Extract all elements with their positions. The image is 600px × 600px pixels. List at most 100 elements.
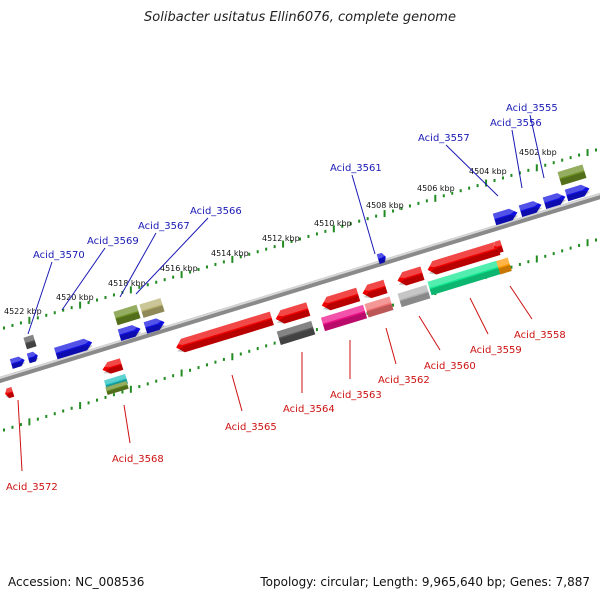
- gene-arrow[interactable]: [492, 207, 519, 226]
- gene-arrow[interactable]: [9, 355, 26, 369]
- tick-mark: [3, 326, 5, 330]
- tick-mark: [332, 225, 335, 233]
- tick-mark: [121, 390, 124, 394]
- gene-box[interactable]: [320, 304, 368, 332]
- genes: [4, 164, 591, 399]
- gene-arrow[interactable]: [360, 279, 388, 300]
- kbp-label: 4522 kbp: [4, 307, 42, 316]
- tick-mark: [400, 206, 403, 210]
- tick-mark: [231, 255, 234, 263]
- gene-box[interactable]: [557, 164, 587, 186]
- leader-line: [511, 129, 523, 189]
- tick-mark: [11, 425, 14, 429]
- tick-mark: [569, 246, 572, 250]
- tick-mark: [552, 161, 555, 165]
- tick-mark: [172, 374, 175, 378]
- gene-box[interactable]: [139, 298, 165, 318]
- tick-mark: [248, 252, 251, 256]
- gene-arrow[interactable]: [174, 311, 274, 355]
- tick-mark: [62, 409, 65, 413]
- tick-mark: [248, 349, 251, 353]
- gene-box[interactable]: [105, 380, 129, 396]
- gene-arrow[interactable]: [143, 316, 167, 334]
- tick-mark: [214, 360, 217, 364]
- tick-mark: [442, 194, 445, 198]
- tick-mark: [535, 164, 538, 172]
- gene-box[interactable]: [23, 334, 37, 350]
- gene-arrow[interactable]: [117, 323, 143, 341]
- gene-label-reverse[interactable]: Acid_3563: [330, 390, 382, 401]
- gene-arrow[interactable]: [101, 358, 124, 375]
- tick-mark: [392, 303, 395, 307]
- tick-mark: [87, 301, 90, 305]
- gene-label-reverse[interactable]: Acid_3562: [378, 375, 430, 386]
- gene-label-forward[interactable]: Acid_3569: [87, 236, 139, 247]
- gene-arrow[interactable]: [376, 252, 388, 264]
- tick-mark: [96, 298, 99, 302]
- tick-mark: [510, 265, 513, 269]
- gene-arrow[interactable]: [492, 240, 504, 254]
- leader-line: [509, 285, 533, 320]
- map-title: Solibacter usitatus Ellin6076, complete …: [144, 10, 456, 25]
- gene-label-forward[interactable]: Acid_3556: [490, 118, 542, 129]
- gene-label-reverse[interactable]: Acid_3559: [470, 345, 522, 356]
- tick-mark: [112, 293, 115, 297]
- tick-mark: [265, 247, 268, 251]
- gene-arrow[interactable]: [564, 183, 591, 202]
- gene-arrow[interactable]: [426, 241, 501, 276]
- tick-mark: [205, 363, 208, 367]
- gene-box[interactable]: [496, 257, 512, 275]
- tick-mark: [172, 275, 175, 279]
- tick-mark: [493, 179, 496, 183]
- genome-backbone: [0, 192, 600, 384]
- gene-label-reverse[interactable]: Acid_3565: [225, 422, 277, 433]
- gene-label-reverse[interactable]: Acid_3560: [424, 361, 476, 372]
- tick-mark: [205, 265, 208, 269]
- gene-arrow[interactable]: [4, 387, 15, 399]
- label-leaders: [17, 114, 545, 472]
- tick-mark: [3, 428, 5, 432]
- gene-label-reverse[interactable]: Acid_3558: [514, 330, 566, 341]
- gene-box[interactable]: [397, 284, 431, 308]
- tick-mark: [315, 232, 318, 236]
- gene-arrow[interactable]: [518, 199, 544, 217]
- gene-arrow[interactable]: [542, 191, 568, 209]
- gene-box[interactable]: [276, 321, 316, 345]
- tick-mark: [146, 283, 149, 287]
- accession-text: Accession: NC_008536: [8, 575, 145, 589]
- gene-label-reverse[interactable]: Acid_3572: [6, 482, 58, 493]
- tick-mark: [79, 301, 82, 309]
- gene-label-forward[interactable]: Acid_3557: [418, 133, 470, 144]
- tick-mark: [282, 240, 285, 248]
- gene-arrow[interactable]: [320, 287, 361, 313]
- tick-mark: [552, 252, 555, 256]
- gene-label-reverse[interactable]: Acid_3568: [112, 454, 164, 465]
- tick-mark: [324, 229, 327, 233]
- tick-mark: [70, 306, 73, 310]
- tick-mark: [62, 308, 65, 312]
- gene-label-forward[interactable]: Acid_3570: [33, 250, 85, 261]
- tick-mark: [485, 179, 488, 187]
- gene-label-forward[interactable]: Acid_3561: [330, 163, 382, 174]
- tick-mark: [231, 353, 234, 361]
- tick-mark: [28, 418, 31, 426]
- gene-label-forward[interactable]: Acid_3566: [190, 206, 242, 217]
- kbp-label: 4514 kbp: [211, 249, 249, 258]
- tick-mark: [180, 271, 183, 279]
- tick-mark: [256, 250, 259, 254]
- gene-label-forward[interactable]: Acid_3555: [506, 103, 558, 114]
- gene-label-forward[interactable]: Acid_3567: [138, 221, 190, 232]
- gene-box[interactable]: [427, 260, 501, 296]
- tick-mark: [189, 368, 192, 372]
- gene-arrow[interactable]: [274, 302, 311, 325]
- gene-arrow[interactable]: [396, 266, 425, 287]
- tick-mark: [349, 222, 352, 226]
- gene-box[interactable]: [113, 304, 141, 326]
- gene-arrow[interactable]: [26, 351, 39, 364]
- tick-mark: [45, 313, 48, 317]
- tick-mark: [586, 149, 589, 157]
- gene-arrow[interactable]: [54, 337, 94, 360]
- tick-mark: [375, 214, 378, 218]
- gene-label-reverse[interactable]: Acid_3564: [283, 404, 335, 415]
- gene-box[interactable]: [364, 296, 394, 318]
